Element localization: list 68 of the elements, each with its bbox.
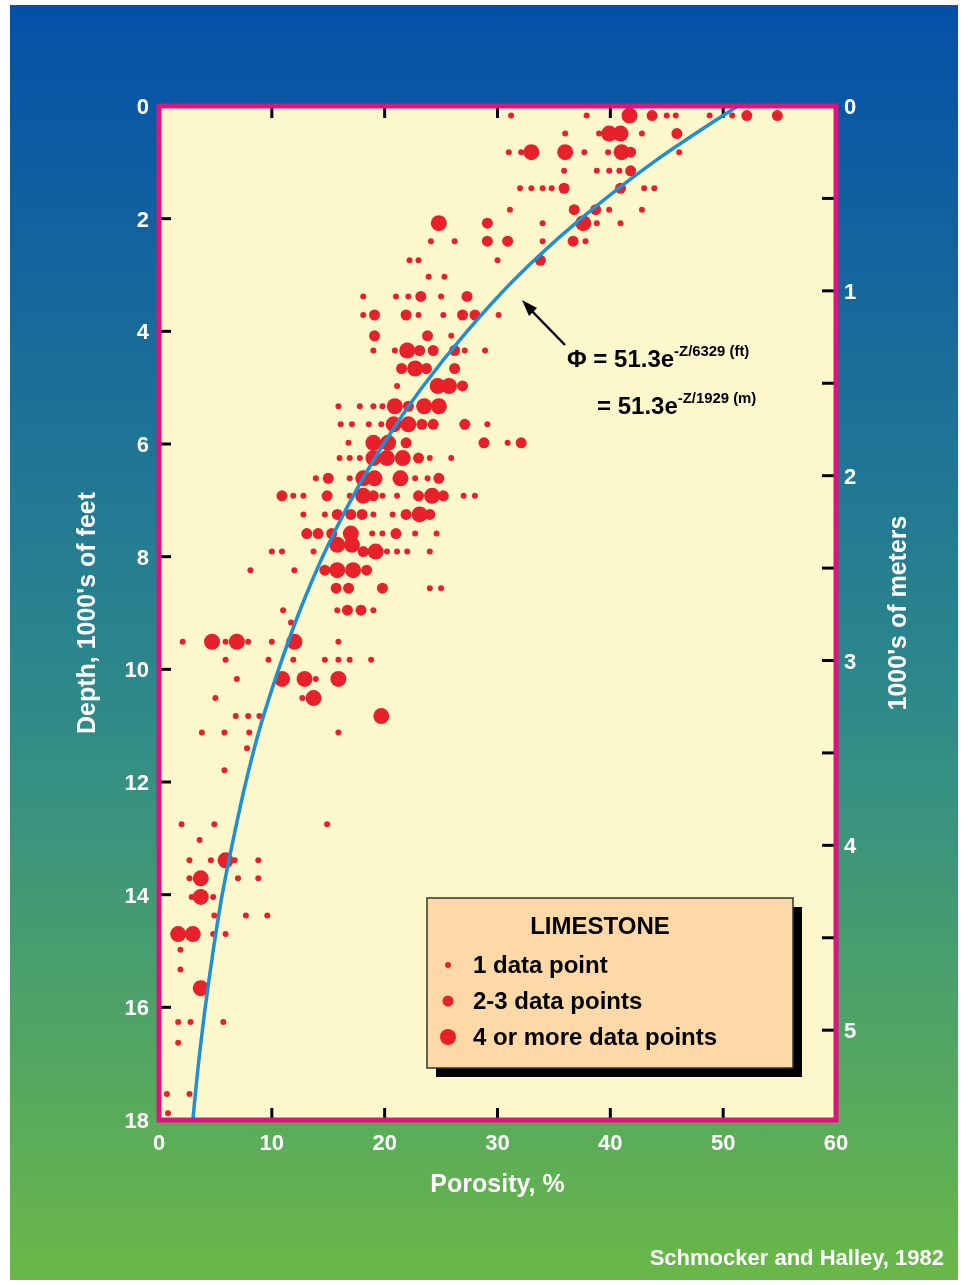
point	[557, 144, 574, 161]
x-tick-label: 40	[598, 1130, 623, 1155]
point	[613, 144, 630, 161]
point	[407, 360, 424, 377]
point	[366, 470, 383, 487]
point	[430, 215, 447, 232]
point	[345, 562, 362, 579]
y-tick-label: 6	[136, 432, 149, 457]
annotation: Φ = 51.3e$^{-Z/6329 (ft)}$	[567, 343, 750, 372]
point	[204, 633, 221, 650]
annotation: = 51.3e$^{-Z/1929 (m)}$	[597, 390, 757, 419]
point	[329, 562, 346, 579]
legend-label: 4 or more data points	[473, 1023, 718, 1050]
point	[228, 633, 245, 650]
x-tick-label: 60	[823, 1130, 849, 1155]
point	[184, 926, 201, 943]
legend-label: 1 data point	[473, 951, 608, 978]
y-tick-label: 4	[136, 319, 150, 345]
legend-title: LIMESTONE	[530, 912, 670, 939]
point	[330, 670, 347, 687]
point	[329, 536, 346, 553]
y-tick-label: 8	[136, 544, 149, 570]
point	[343, 536, 360, 553]
y-tick-label: 10	[124, 657, 149, 683]
y2-tick-label: 5	[844, 1018, 857, 1044]
point	[392, 470, 409, 487]
y2-tick-label: 2	[844, 463, 857, 489]
x-tick-label: 30	[485, 1130, 510, 1155]
y2-tick-label: 0	[844, 94, 857, 119]
point	[305, 690, 322, 707]
point	[378, 450, 395, 467]
y2-tick-label: 1	[844, 278, 857, 304]
text: Schmocker and Halley, 1982	[649, 1245, 944, 1270]
x-tick-label: 50	[710, 1130, 736, 1155]
x-tick-label: 0	[152, 1130, 166, 1155]
point	[400, 416, 417, 433]
point	[192, 888, 209, 905]
point	[416, 398, 433, 415]
y-tick-label: 0	[136, 94, 149, 119]
y2-tick-label: 3	[844, 648, 857, 674]
y2-tick-label: 4	[844, 833, 857, 859]
x-axis-title: Porosity, %	[430, 1169, 565, 1197]
point	[170, 926, 187, 943]
x-tick-label: 20	[372, 1130, 397, 1155]
y-tick-label: 14	[124, 882, 150, 908]
point	[394, 450, 411, 467]
y-tick-label: 2	[136, 206, 149, 232]
legend-label: 2-3 data points	[473, 987, 643, 1014]
point	[612, 125, 629, 142]
point	[523, 144, 540, 161]
point	[367, 543, 384, 560]
y-axis-title: Depth, 1000's of feet	[72, 491, 100, 735]
y-tick-label: 18	[124, 1108, 149, 1133]
point	[424, 487, 441, 504]
point	[192, 870, 209, 887]
x-tick-label: 10	[259, 1130, 285, 1155]
point	[365, 434, 382, 451]
point	[296, 670, 313, 687]
point	[399, 342, 416, 359]
point	[411, 506, 428, 523]
y-tick-label: 12	[124, 770, 149, 795]
y2-axis-title: 1000's of meters	[883, 515, 911, 711]
y-tick-label: 16	[124, 995, 149, 1021]
point	[373, 708, 390, 725]
point	[621, 107, 638, 124]
point	[355, 487, 372, 504]
point	[386, 398, 403, 415]
point	[430, 398, 447, 415]
